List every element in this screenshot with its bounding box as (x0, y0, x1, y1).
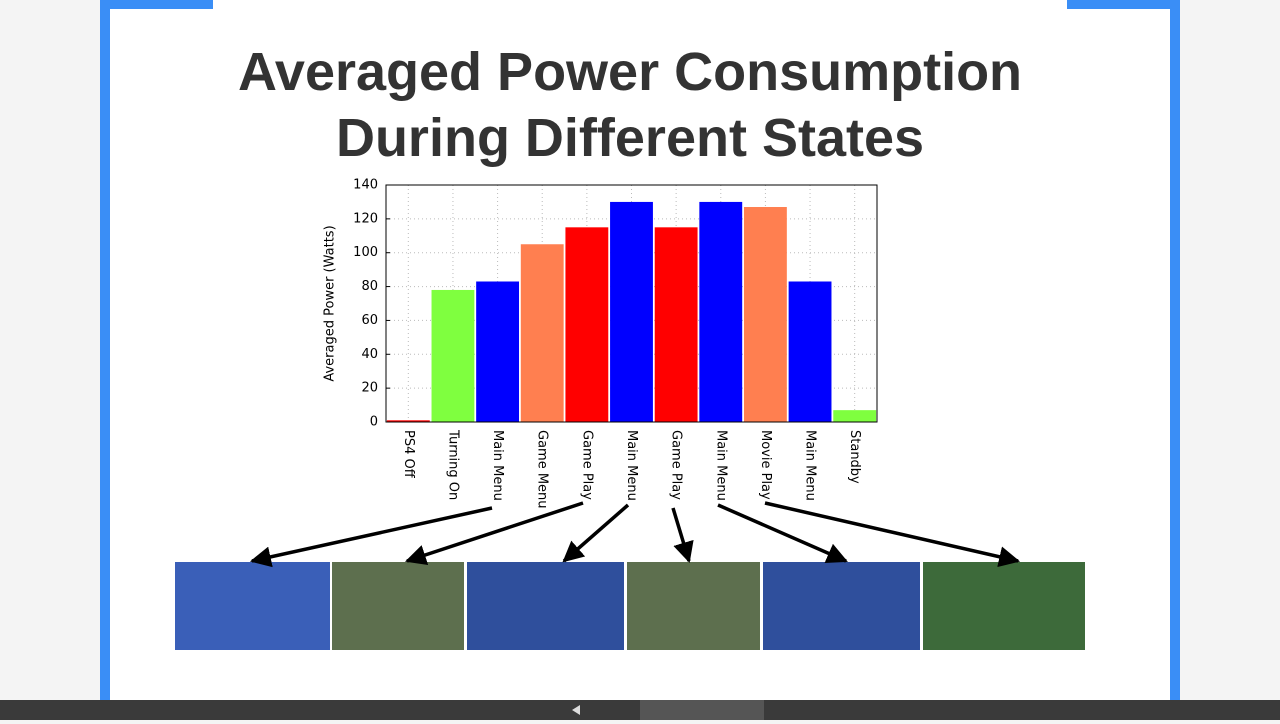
x-tick-label: Game Play (579, 430, 594, 500)
thumbnail (332, 562, 464, 650)
x-tick-label: Main Menu (713, 430, 728, 501)
x-tick-label: Game Menu (535, 430, 550, 509)
thumbnail (763, 562, 920, 650)
frame-top-right (1067, 0, 1180, 9)
y-tick-label: 80 (361, 279, 378, 294)
thumbnail (467, 562, 624, 650)
x-tick-label: Game Play (669, 430, 684, 500)
arrow (249, 506, 493, 568)
frame-top-left (100, 0, 213, 9)
bar (610, 201, 653, 422)
arrow (562, 503, 630, 563)
thumbnail (175, 562, 330, 650)
y-axis-label: Averaged Power (Watts) (323, 225, 338, 381)
chart-title: Averaged Power Consumption During Differe… (238, 42, 1022, 168)
bar (833, 410, 877, 422)
bar (386, 420, 430, 422)
arrow (764, 501, 1021, 568)
x-tick-label: Main Menu (803, 430, 818, 501)
x-tick-label: Movie Play (758, 430, 773, 500)
bar (743, 207, 787, 422)
bar (565, 227, 609, 422)
arrow (405, 501, 584, 566)
bar (654, 227, 698, 422)
arrow (717, 503, 848, 564)
y-tick-label: 60 (361, 313, 378, 328)
arrows (249, 501, 1021, 568)
x-tick-label: Main Menu (490, 430, 505, 501)
y-tick-label: 100 (353, 245, 378, 260)
frame-right (1170, 0, 1180, 700)
thumbnails (175, 562, 1085, 650)
y-tick-label: 140 (353, 178, 378, 193)
y-tick-label: 20 (361, 381, 378, 396)
toolbar-button[interactable] (640, 700, 764, 720)
bar (699, 201, 743, 422)
bar (431, 289, 475, 422)
prev-button[interactable] (572, 705, 580, 715)
x-tick-label: PS4 Off (401, 430, 416, 479)
x-tick-label: Standby (847, 430, 862, 484)
frame-left (100, 0, 110, 700)
thumbnail (923, 562, 1085, 650)
y-tick-label: 120 (353, 211, 378, 226)
x-tick-label: Main Menu (624, 430, 639, 501)
plot-frame (385, 184, 878, 423)
y-tick-label: 0 (370, 415, 378, 430)
bar (520, 244, 564, 422)
bar (476, 281, 520, 422)
y-tick-label: 40 (361, 347, 378, 362)
arrow (671, 507, 694, 564)
x-tick-label: Turning On (445, 429, 460, 500)
thumbnail (627, 562, 760, 650)
bar (788, 281, 832, 422)
